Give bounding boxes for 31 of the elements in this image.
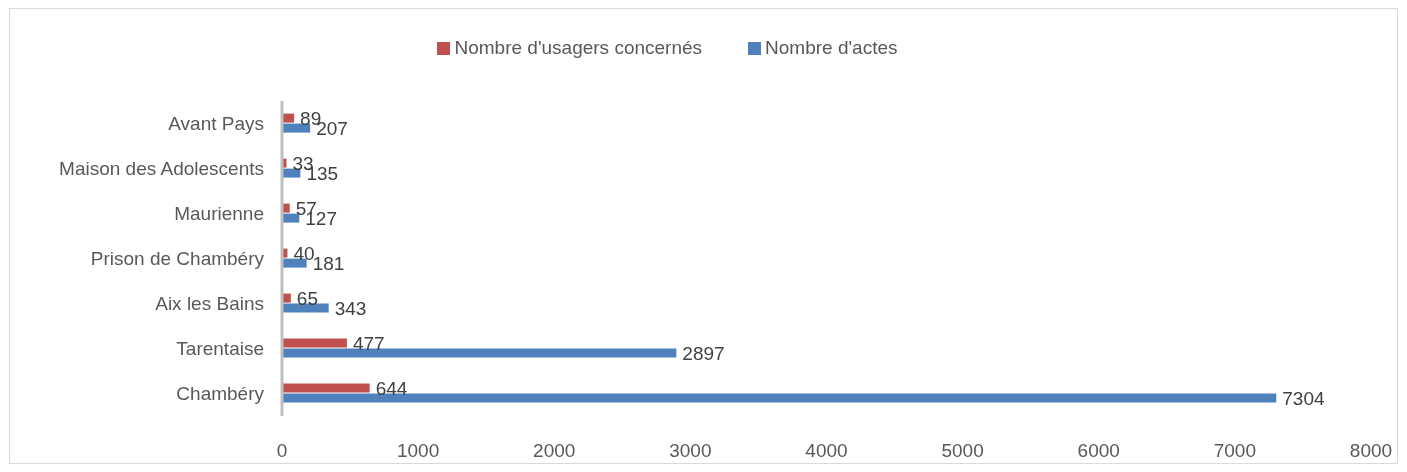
x-tick-label: 3000 <box>669 440 712 462</box>
bar <box>282 258 307 268</box>
data-label: 40 <box>293 242 315 264</box>
y-tick-label: Avant Pays <box>168 113 264 135</box>
x-tick-label: 6000 <box>1077 440 1120 462</box>
y-tick-label: Maurienne <box>174 203 264 225</box>
data-label: 644 <box>375 377 408 399</box>
x-tick-label: 1000 <box>396 440 440 462</box>
data-label: 65 <box>296 287 318 309</box>
y-tick-label: Maison des Adolescents <box>59 158 264 180</box>
x-tick-label: 8000 <box>1349 440 1393 462</box>
x-tick-label: 5000 <box>941 440 984 462</box>
x-tick-label: 4000 <box>805 440 848 462</box>
bar <box>282 338 347 348</box>
legend-label: Nombre d'usagers concernés <box>454 37 703 58</box>
bar <box>282 393 1277 403</box>
y-tick-label: Aix les Bains <box>155 293 264 315</box>
y-tick-label: Prison de Chambéry <box>90 248 265 270</box>
data-label: 477 <box>352 332 385 354</box>
bar <box>282 383 370 393</box>
x-tick-label: 7000 <box>1213 440 1257 462</box>
data-label: 2897 <box>682 342 725 364</box>
x-tick-label: 2000 <box>533 440 576 462</box>
bar <box>282 348 677 358</box>
y-tick-label: Tarentaise <box>176 338 264 360</box>
data-label: 7304 <box>1282 387 1325 409</box>
y-tick-label: Chambéry <box>176 383 265 405</box>
data-label: 343 <box>334 297 367 319</box>
x-tick-label: 0 <box>276 440 288 462</box>
bar <box>282 303 329 313</box>
legend-label: Nombre d'actes <box>765 37 898 58</box>
